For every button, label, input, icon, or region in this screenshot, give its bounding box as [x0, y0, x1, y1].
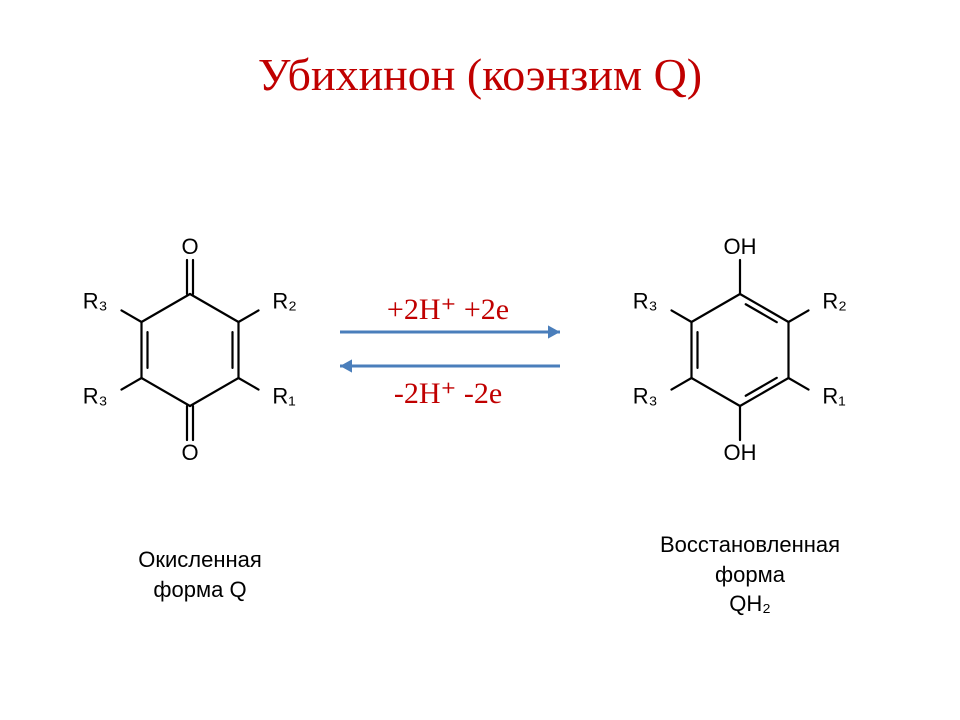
forward-reaction-label: +2H⁺ +2e: [318, 292, 578, 327]
reduced-structure: OH OH R₂ R₁ R₃ R₃: [580, 160, 900, 540]
svg-text:OH: OH: [724, 234, 757, 259]
reduced-caption: Восстановленная форма QH₂: [640, 530, 860, 619]
svg-text:R₃: R₃: [633, 383, 658, 408]
svg-text:R₂: R₂: [822, 288, 846, 313]
oxidized-structure: O O R₂ R₁ R₃ R₃: [30, 160, 350, 540]
svg-text:O: O: [181, 440, 198, 465]
svg-text:R₃: R₃: [83, 383, 108, 408]
slide-title: Убихинон (коэнзим Q): [0, 48, 960, 101]
oxidized-caption: Окисленная форма Q: [110, 545, 290, 604]
svg-text:OH: OH: [724, 440, 757, 465]
svg-text:R₂: R₂: [272, 288, 296, 313]
svg-text:R₁: R₁: [822, 383, 845, 408]
reverse-reaction-label: -2H⁺ -2e: [318, 376, 578, 411]
svg-text:R₃: R₃: [83, 288, 108, 313]
svg-text:R₁: R₁: [272, 383, 295, 408]
slide: Убихинон (коэнзим Q) O O R₂ R₁ R₃ R₃ OH OH R₂ R₁…: [0, 0, 960, 720]
svg-text:O: O: [181, 234, 198, 259]
svg-text:R₃: R₃: [633, 288, 658, 313]
